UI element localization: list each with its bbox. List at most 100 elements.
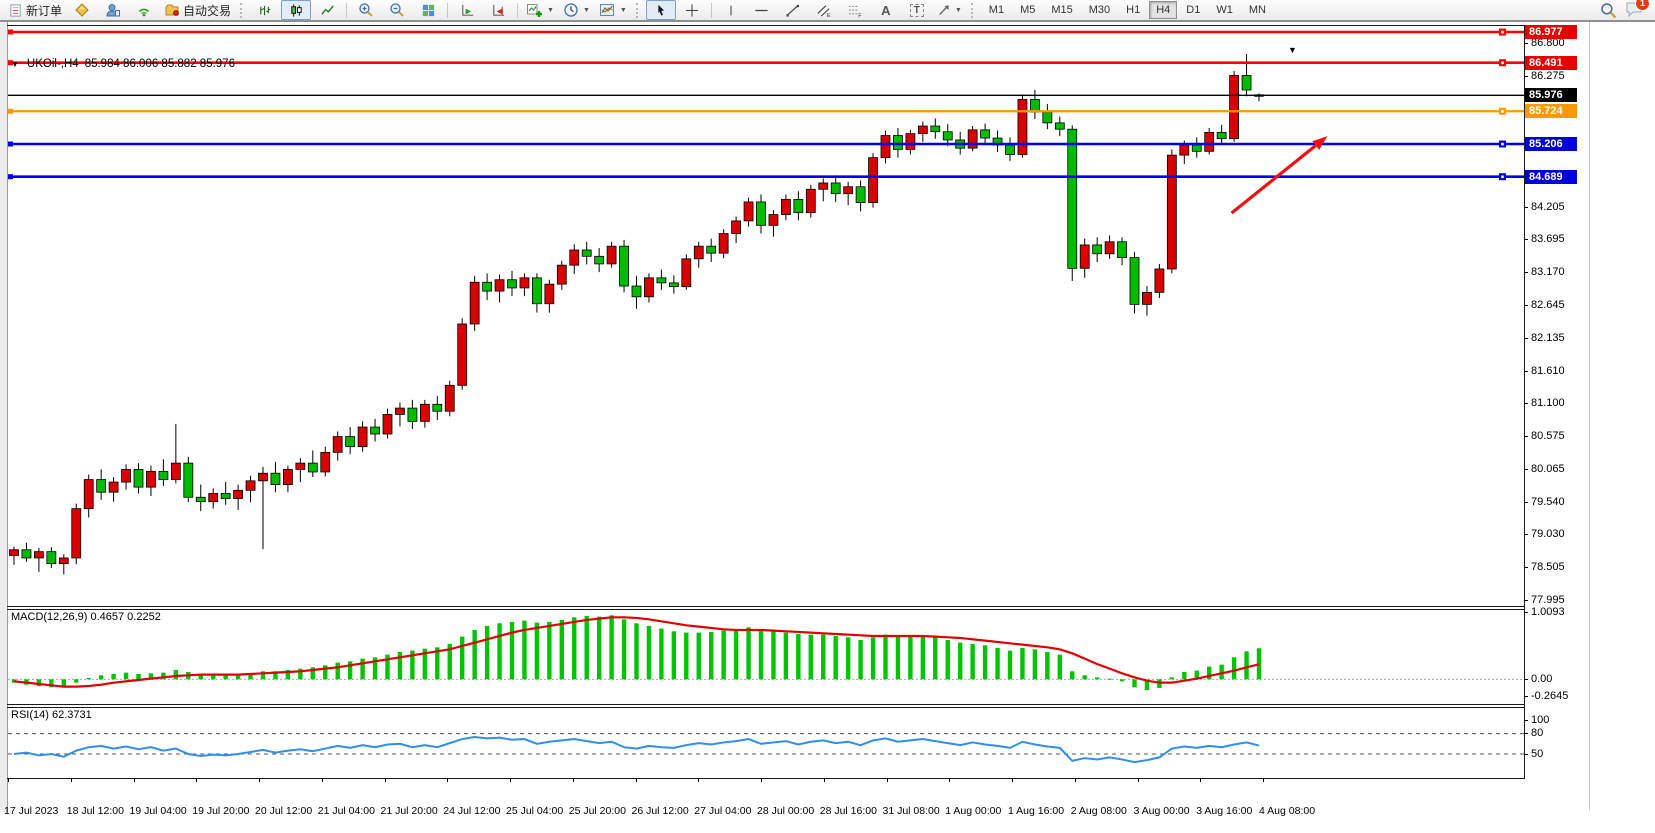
timeframe-m15-button[interactable]: M15	[1051, 4, 1073, 16]
chart-shift-button[interactable]	[483, 0, 513, 20]
bull-candle[interactable]	[146, 470, 156, 488]
add-indicator-button[interactable]: ▼	[522, 0, 558, 20]
bull-candle[interactable]	[494, 279, 505, 292]
bull-candle[interactable]	[1142, 291, 1152, 305]
bull-candle[interactable]	[320, 451, 331, 473]
bull-candle[interactable]	[419, 403, 430, 422]
trendline-button[interactable]	[778, 0, 808, 20]
fibonacci-button[interactable]: F	[840, 0, 870, 20]
bull-candle[interactable]	[1229, 75, 1239, 140]
bull-candle[interactable]	[121, 469, 131, 483]
bull-candle[interactable]	[917, 125, 928, 135]
vertical-line-button[interactable]	[716, 0, 746, 20]
bear-candle[interactable]	[532, 277, 542, 305]
timeframe-d1-button[interactable]: D1	[1186, 4, 1201, 16]
bull-candle[interactable]	[469, 281, 480, 325]
bear-candle[interactable]	[96, 479, 107, 493]
bull-candle[interactable]	[880, 135, 891, 159]
bear-candle[interactable]	[930, 125, 941, 133]
bear-candle[interactable]	[631, 285, 642, 298]
bear-candle[interactable]	[893, 135, 903, 150]
bear-candle[interactable]	[594, 255, 605, 265]
timeframe-m30-button[interactable]: M30	[1088, 4, 1111, 16]
bull-candle[interactable]	[332, 436, 343, 453]
new-order-button[interactable]: 新订单	[4, 0, 66, 20]
bull-candle[interactable]	[693, 245, 704, 260]
bar-chart-button[interactable]	[250, 0, 280, 20]
bull-candle[interactable]	[83, 479, 94, 510]
horizontal-line-button[interactable]	[747, 0, 777, 20]
bull-candle[interactable]	[681, 258, 692, 288]
bull-candle[interactable]	[295, 462, 306, 470]
bear-candle[interactable]	[1042, 111, 1053, 124]
timeframe-mn-button[interactable]: MN	[1248, 4, 1266, 16]
bull-candle[interactable]	[108, 481, 119, 493]
bull-candle[interactable]	[1166, 154, 1177, 270]
bull-candle[interactable]	[818, 182, 829, 190]
bear-candle[interactable]	[980, 129, 990, 139]
chart-title[interactable]: ▼ UKOil-,H4 85.984 86.006 85.882 85.976	[11, 58, 235, 70]
bull-candle[interactable]	[282, 469, 293, 486]
text-label-button[interactable]: T	[902, 0, 932, 20]
bull-candle[interactable]	[905, 133, 916, 150]
bear-candle[interactable]	[432, 403, 443, 412]
equidistant-channel-button[interactable]: E	[809, 0, 839, 20]
bull-candle[interactable]	[395, 407, 405, 415]
profiles-button[interactable]	[67, 0, 97, 20]
bear-candle[interactable]	[1129, 257, 1140, 305]
bear-candle[interactable]	[706, 245, 717, 254]
auto-scroll-button[interactable]	[452, 0, 482, 20]
bear-candle[interactable]	[1241, 75, 1252, 91]
bear-candle[interactable]	[619, 245, 629, 287]
bull-candle[interactable]	[1204, 131, 1215, 152]
bear-candle[interactable]	[1067, 128, 1078, 269]
bull-candle[interactable]	[743, 201, 754, 222]
templates-button[interactable]: ▼	[595, 0, 631, 20]
bear-candle[interactable]	[507, 279, 517, 289]
timeframe-h1-button[interactable]: H1	[1126, 4, 1141, 16]
bull-candle[interactable]	[768, 214, 779, 226]
crosshair-button[interactable]	[677, 0, 707, 20]
signals-button[interactable]	[129, 0, 159, 20]
bull-candle[interactable]	[170, 462, 181, 480]
bear-candle[interactable]	[942, 131, 953, 141]
zoom-in-button[interactable]	[351, 0, 381, 20]
timeframe-m5-button[interactable]: M5	[1020, 4, 1036, 16]
bear-candle[interactable]	[370, 426, 380, 435]
timeframe-h4-button[interactable]: H4	[1149, 1, 1178, 19]
bear-candle[interactable]	[855, 186, 866, 203]
bear-candle[interactable]	[46, 551, 57, 565]
bear-candle[interactable]	[1216, 131, 1227, 140]
search-icon[interactable]	[1600, 2, 1617, 19]
annotation-arrow-head[interactable]	[1312, 136, 1328, 150]
bull-candle[interactable]	[519, 277, 530, 289]
bull-candle[interactable]	[868, 157, 878, 203]
rsi-panel-canvas[interactable]	[7, 707, 1524, 778]
bear-candle[interactable]	[756, 201, 766, 226]
bull-candle[interactable]	[245, 480, 256, 491]
bear-candle[interactable]	[830, 182, 841, 195]
timeframe-w1-button[interactable]: W1	[1216, 4, 1233, 16]
market-watch-button[interactable]	[98, 0, 128, 20]
annotation-arrow-shaft[interactable]	[1230, 144, 1317, 215]
candlestick-chart-button[interactable]	[281, 0, 312, 20]
bull-candle[interactable]	[457, 323, 468, 386]
bear-candle[interactable]	[307, 462, 318, 473]
bull-candle[interactable]	[1154, 268, 1165, 293]
bear-candle[interactable]	[270, 472, 281, 486]
bear-candle[interactable]	[220, 493, 231, 499]
bear-candle[interactable]	[581, 249, 592, 257]
bull-candle[interactable]	[556, 264, 567, 285]
auto-trading-button[interactable]: 自动交易	[160, 0, 235, 20]
bear-candle[interactable]	[793, 198, 804, 214]
collapse-triangle-icon[interactable]: ▼	[11, 59, 19, 69]
bull-candle[interactable]	[444, 384, 455, 412]
bull-candle[interactable]	[644, 277, 654, 298]
bull-candle[interactable]	[58, 557, 69, 565]
bull-candle[interactable]	[357, 426, 368, 448]
bull-candle[interactable]	[731, 220, 741, 234]
bull-candle[interactable]	[233, 489, 244, 499]
bear-candle[interactable]	[133, 469, 144, 488]
bear-candle[interactable]	[1054, 122, 1065, 130]
arrows-tool-button[interactable]: ▼	[933, 0, 966, 20]
